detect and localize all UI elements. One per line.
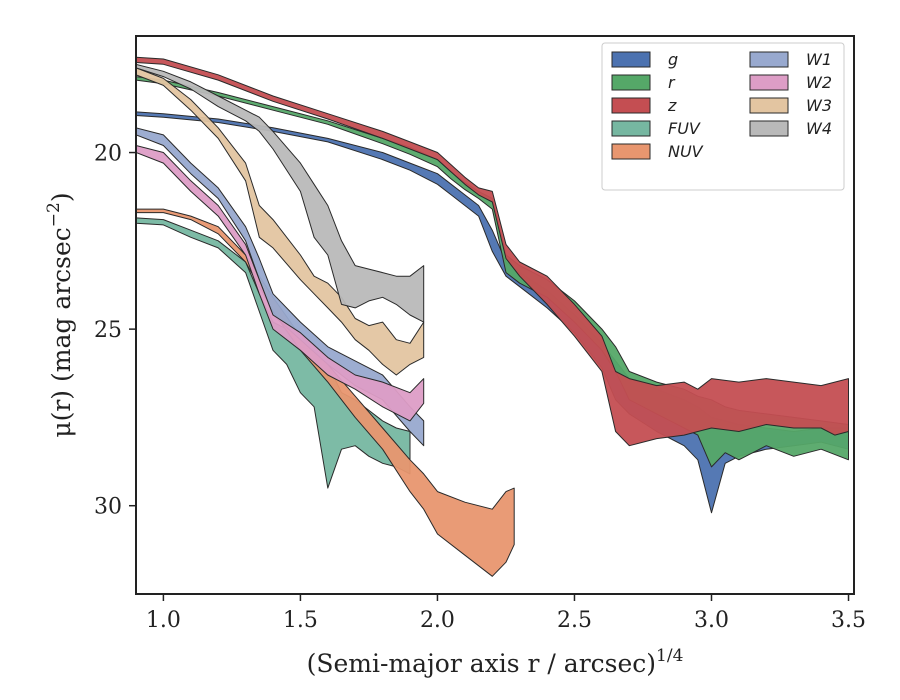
legend-label-w2: W2 xyxy=(806,73,832,92)
profile-bands xyxy=(136,56,849,577)
legend-swatch-fuv xyxy=(611,120,651,137)
legend-swatch-r xyxy=(611,74,651,91)
x-tick-label: 1.5 xyxy=(283,608,318,633)
y-axis-label-superscript: −2 xyxy=(44,202,64,227)
legend-label-nuv: NUV xyxy=(668,142,704,161)
legend-label-g: g xyxy=(668,50,678,69)
x-axis-label-superscript: 1/4 xyxy=(656,646,683,666)
y-axis-ticks: 20 25 30 xyxy=(94,142,136,520)
y-tick-label: 30 xyxy=(94,495,122,520)
legend: grz FUV NUV W1 W2 W3 W4 xyxy=(601,42,845,191)
band-w3 xyxy=(136,67,425,376)
band-w1 xyxy=(136,127,425,447)
legend-swatch-w3 xyxy=(749,97,789,114)
band-w4 xyxy=(136,63,425,323)
x-tick-label: 3.5 xyxy=(831,608,866,633)
band-fuv xyxy=(136,217,411,489)
legend-swatch-w2 xyxy=(749,74,789,91)
plot-frame xyxy=(135,35,855,595)
y-tick-label: 25 xyxy=(94,318,122,343)
legend-swatch-w1 xyxy=(749,51,789,68)
band-z xyxy=(136,56,849,447)
band-w2 xyxy=(136,145,425,422)
x-axis-ticks: 1.0 1.5 2.0 2.5 3.0 3.5 xyxy=(146,594,866,633)
x-tick-label: 3.0 xyxy=(694,608,729,633)
x-axis-label: (Semi-major axis r / arcsec)1/4 xyxy=(307,646,684,678)
y-axis-label-main: μ(r) (mag arcsec xyxy=(47,227,76,437)
x-tick-label: 2.5 xyxy=(557,608,592,633)
legend-swatch-g xyxy=(611,51,651,68)
x-tick-label: 1.0 xyxy=(146,608,181,633)
legend-label-w4: W4 xyxy=(806,119,832,138)
legend-swatch-w4 xyxy=(749,120,789,137)
y-tick-label: 20 xyxy=(94,142,122,167)
y-axis-label: μ(r) (mag arcsec−2) xyxy=(44,192,76,437)
legend-label-z: z xyxy=(667,96,677,115)
legend-label-w3: W3 xyxy=(806,96,832,115)
legend-label-r: r xyxy=(668,73,676,92)
legend-swatch-nuv xyxy=(611,143,651,160)
legend-swatch-z xyxy=(611,97,651,114)
legend-label-w1: W1 xyxy=(806,50,832,69)
x-tick-label: 2.0 xyxy=(420,608,455,633)
x-axis-label-main: (Semi-major axis r / arcsec) xyxy=(307,649,656,678)
legend-label-fuv: FUV xyxy=(668,119,701,138)
y-axis-label-close: ) xyxy=(47,192,76,202)
